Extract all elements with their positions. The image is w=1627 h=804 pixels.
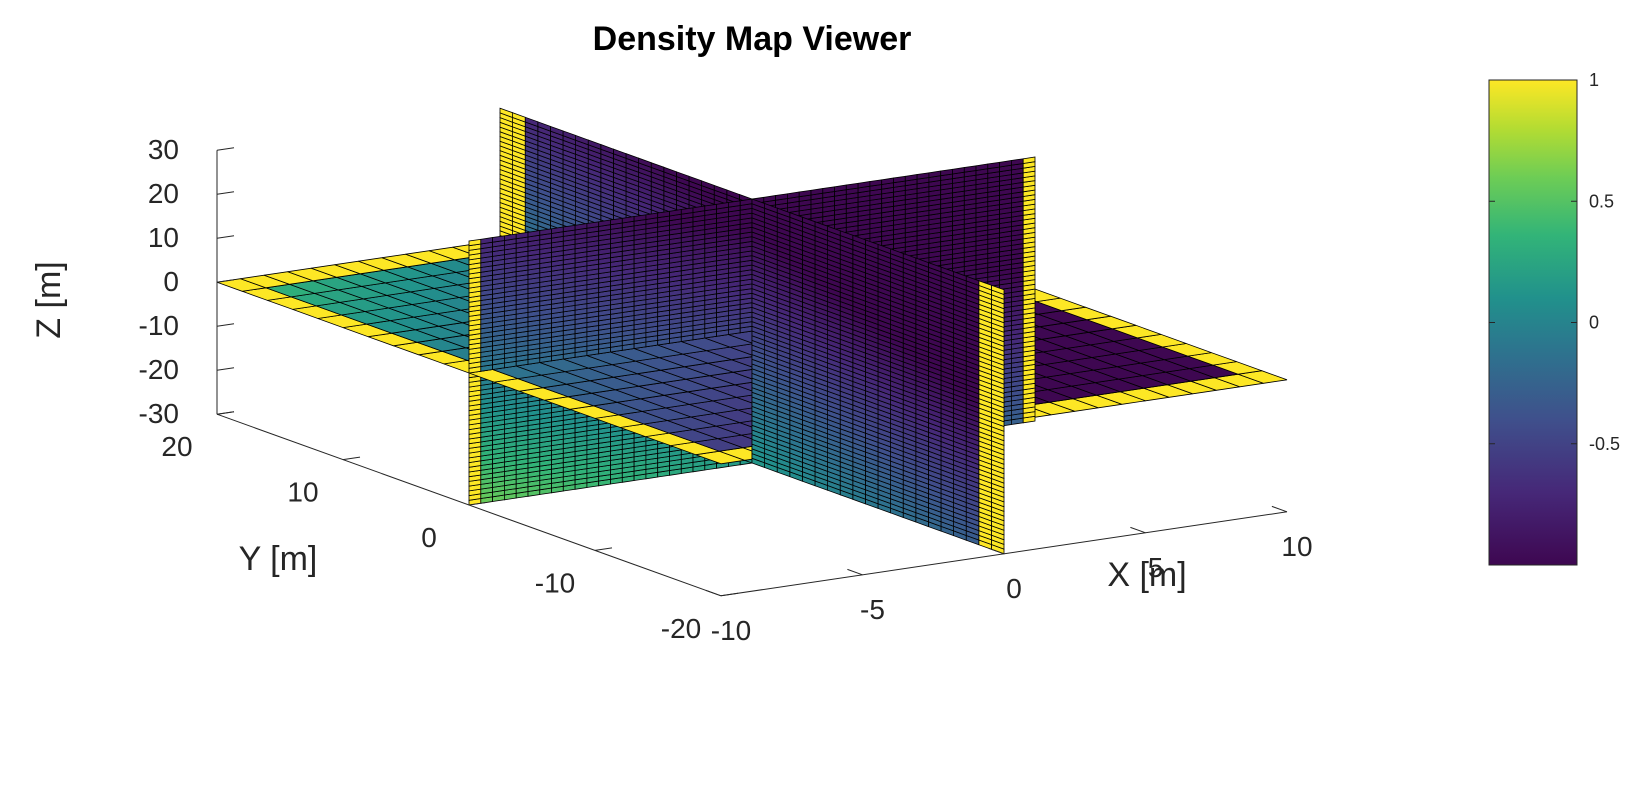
chart-title: Density Map Viewer (593, 20, 912, 58)
slice-surfaces (216, 107, 1288, 555)
